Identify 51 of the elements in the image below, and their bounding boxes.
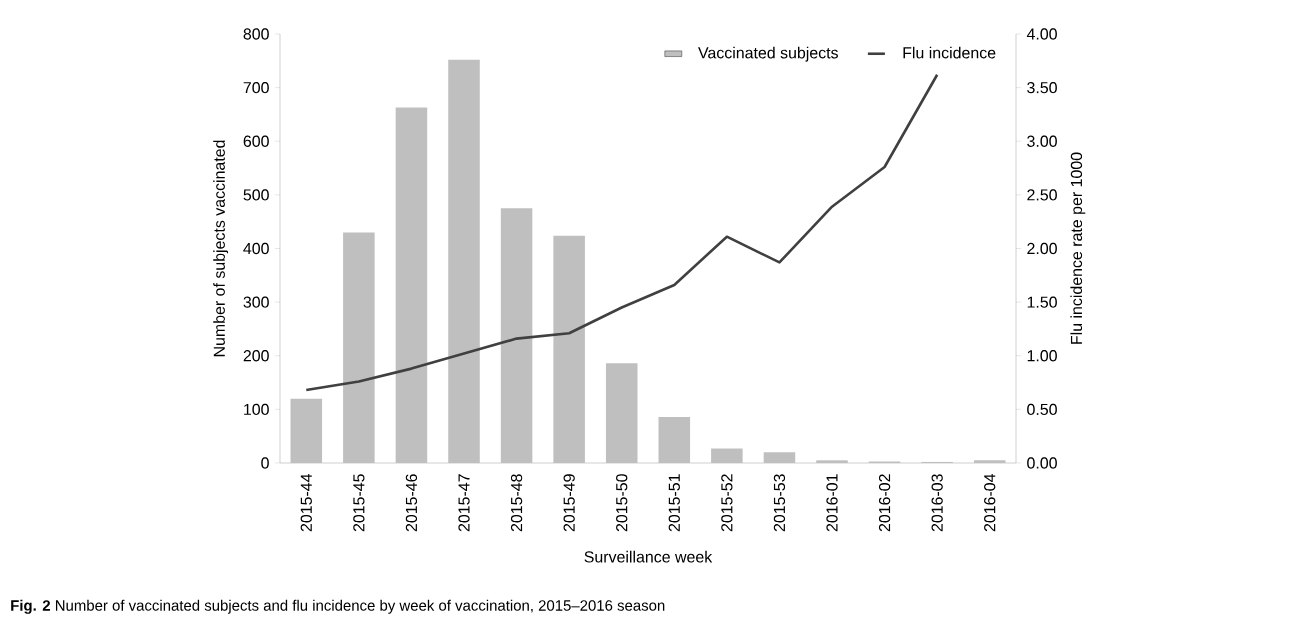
bar: [605, 363, 638, 463]
y-tick-label: 0: [261, 457, 269, 469]
y-tick-label: 200: [243, 350, 269, 362]
bar: [658, 416, 691, 463]
bar: [763, 452, 796, 463]
y-tick-label: 500: [243, 189, 269, 201]
y2-axis-title: Flu incidence rate per 1000: [1070, 152, 1086, 344]
bar: [711, 448, 743, 463]
x-tick-label: 2015-47: [458, 474, 470, 532]
x-tick-label: 2015-44: [300, 474, 312, 532]
text: Fig. 2 Number of vaccinated subjects and flu incidence by week of vaccination, 2015–2016 season: [11, 599, 665, 614]
x-tick-label: 2016-03: [931, 474, 943, 532]
y2-tick-label: 3.00: [1027, 135, 1057, 147]
y2-tick-label: 2.50: [1027, 189, 1057, 201]
bar: [500, 208, 533, 463]
x-tick-label: 2015-53: [773, 474, 786, 532]
legend-label: Flu incidence: [903, 46, 996, 59]
y2-tick-label: 2.00: [1027, 242, 1057, 255]
x-tick-label: 2016-02: [878, 474, 891, 532]
x-tick-label: 2015-50: [616, 474, 628, 532]
line-series: [304, 73, 939, 392]
x-tick-label: 2015-46: [405, 474, 418, 532]
x-axis-title: Surveillance week: [584, 550, 713, 563]
x-tick-label: 2016-04: [984, 474, 996, 532]
y2-tick-label: 1.00: [1027, 350, 1057, 362]
bar: [553, 235, 585, 463]
y-tick-label: 400: [243, 242, 269, 255]
x-tick-label: 2015-51: [668, 474, 680, 532]
x-tick-label: 2016-01: [826, 474, 838, 532]
x-tick-label: 2015-49: [563, 474, 575, 532]
x-tick-label: 2015-52: [721, 474, 733, 532]
bar: [973, 460, 1006, 463]
y-tick-label: 800: [243, 28, 269, 40]
y2-tick-label: 0.00: [1027, 457, 1057, 469]
x-tick-label: 2015-48: [510, 474, 523, 532]
y2-tick-label: 0.50: [1027, 403, 1057, 416]
bar: [448, 59, 480, 463]
y2-tick-label: 1.50: [1027, 296, 1057, 308]
bar: [816, 460, 848, 463]
legend-label: Vaccinated subjects: [698, 46, 838, 62]
y-tick-label: 100: [244, 403, 269, 416]
y-tick-label: 700: [243, 81, 269, 94]
y2-tick-label: 4.00: [1026, 28, 1057, 40]
y-tick-label: 300: [243, 296, 269, 308]
y-axis-title: Number of subjects vaccinated: [213, 140, 229, 357]
y2-tick-label: 3.50: [1027, 81, 1057, 94]
bar: [395, 107, 428, 463]
bar: [343, 232, 375, 463]
x-tick-label: 2015-45: [353, 474, 365, 532]
y-tick-label: 600: [243, 135, 269, 147]
bar: [290, 398, 323, 463]
